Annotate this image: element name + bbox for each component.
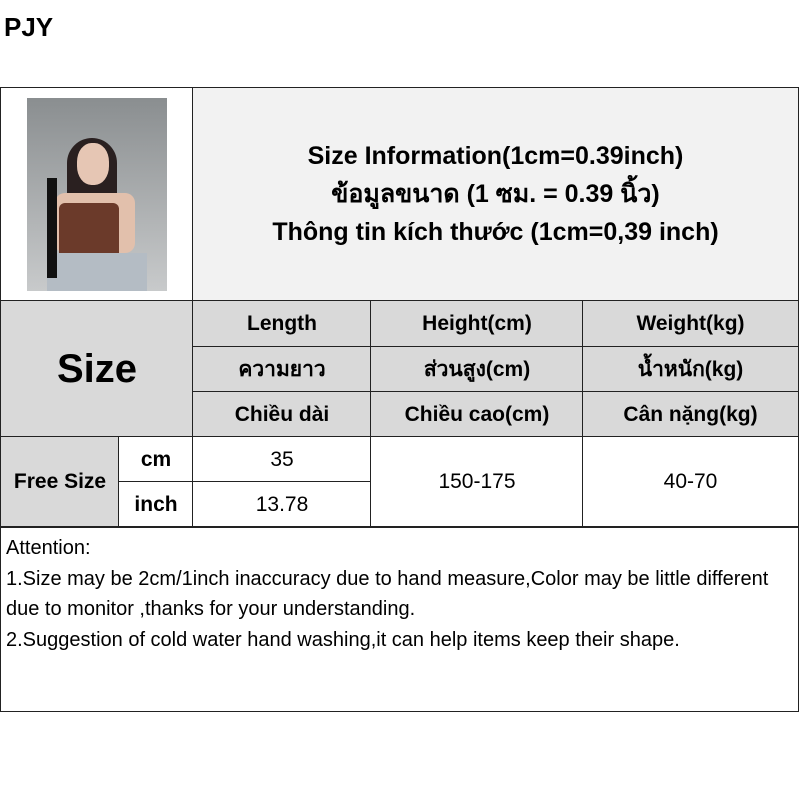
attention-note-2: 2.Suggestion of cold water hand washing,… xyxy=(6,628,680,651)
brand-logo: PJY xyxy=(4,12,54,42)
product-photo xyxy=(27,98,167,291)
title-thai: ข้อมูลขนาด (1 ซม. = 0.39 นิ้ว) xyxy=(331,180,660,208)
header-weight-en: Weight(kg) xyxy=(582,300,799,348)
weight-value: 40-70 xyxy=(582,436,799,528)
header-weight-vi: Cân nặng(kg) xyxy=(582,391,799,438)
title-vietnamese: Thông tin kích thước (1cm=0,39 inch) xyxy=(272,218,719,246)
size-header: Size xyxy=(0,300,194,438)
header-length-th: ความยาว xyxy=(192,346,372,393)
unit-cm: cm xyxy=(118,436,194,483)
attention-heading: Attention: xyxy=(6,537,91,559)
height-value: 150-175 xyxy=(370,436,584,528)
unit-inch: inch xyxy=(118,481,194,528)
size-info-title: Size Information(1cm=0.39inch) ข้อมูลขนา… xyxy=(192,87,799,301)
title-english: Size Information(1cm=0.39inch) xyxy=(307,142,684,170)
header-weight-th: น้ำหนัก(kg) xyxy=(582,346,799,393)
header-length-vi: Chiều dài xyxy=(192,391,372,438)
free-size-label: Free Size xyxy=(0,436,120,528)
header-height-en: Height(cm) xyxy=(370,300,584,348)
attention-notes: Attention: 1.Size may be 2cm/1inch inacc… xyxy=(0,526,799,712)
length-inch-value: 13.78 xyxy=(192,481,372,528)
header-height-th: ส่วนสูง(cm) xyxy=(370,346,584,393)
length-cm-value: 35 xyxy=(192,436,372,483)
header-height-vi: Chiều cao(cm) xyxy=(370,391,584,438)
attention-note-1: 1.Size may be 2cm/1inch inaccuracy due t… xyxy=(6,567,769,621)
header-length-en: Length xyxy=(192,300,372,348)
